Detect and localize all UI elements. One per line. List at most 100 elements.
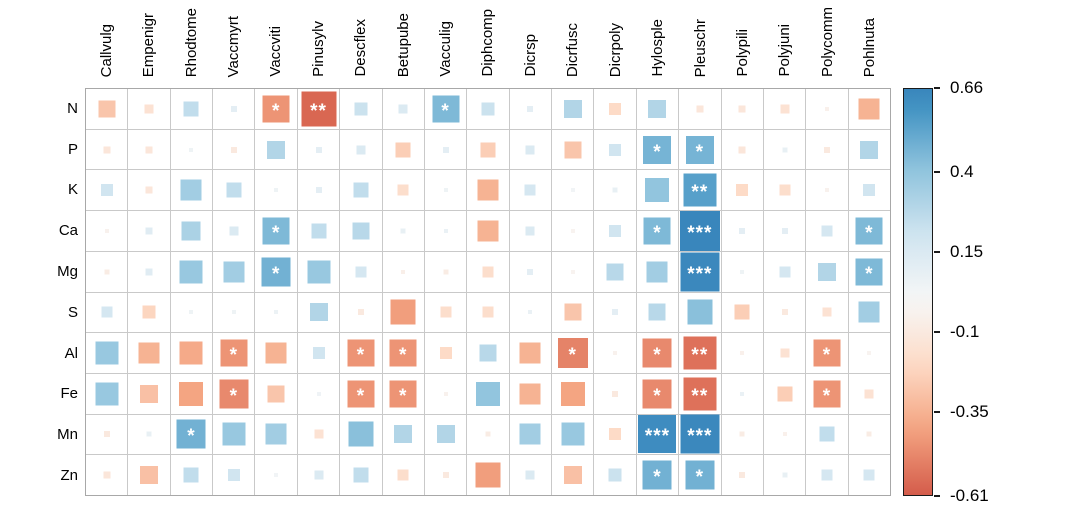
matrix-cell [340, 170, 382, 211]
column-label-slot: Callvulg [85, 0, 127, 82]
matrix-cell: *** [679, 251, 721, 292]
matrix-cell: * [255, 211, 297, 251]
matrix-cell: * [636, 333, 679, 373]
matrix-cell: ** [679, 333, 721, 373]
matrix-cell: * [636, 455, 679, 495]
correlation-square [855, 258, 883, 286]
significance-stars: ** [691, 385, 709, 407]
matrix-cell [509, 89, 552, 129]
column-label: Dicrfusc [564, 22, 582, 77]
correlation-square [740, 269, 745, 274]
matrix-cell [340, 292, 382, 333]
matrix-cell [382, 292, 424, 333]
matrix-cell [255, 373, 297, 414]
correlation-square [348, 421, 374, 447]
correlation-square [315, 146, 322, 153]
significance-stars: * [822, 345, 832, 367]
matrix-cell [128, 170, 170, 211]
matrix-cell [467, 373, 509, 414]
correlation-square [609, 102, 622, 115]
column-label-slot: Pleuschr [679, 0, 721, 82]
correlation-square [265, 423, 287, 445]
correlation-square [780, 104, 790, 114]
column-labels: Callvulg Empenigr Rhodtome Vaccmyrt Vaccviti… [85, 0, 891, 82]
correlation-square [477, 220, 499, 242]
correlation-square [347, 380, 375, 408]
correlation-square [866, 431, 872, 437]
matrix-cell [128, 211, 170, 251]
significance-stars: * [229, 345, 238, 367]
correlation-square [696, 105, 704, 113]
matrix-cell [170, 89, 213, 129]
matrix-cell [763, 373, 806, 414]
correlation-square [563, 99, 582, 118]
correlation-square [100, 184, 113, 197]
column-label: Diphcomp [479, 9, 497, 77]
matrix-cell [170, 129, 213, 170]
matrix-cell [297, 251, 340, 292]
correlation-square [262, 217, 290, 245]
matrix-cell [467, 170, 509, 211]
correlation-square [274, 188, 279, 193]
correlation-square [563, 466, 582, 485]
matrix-cell [170, 251, 213, 292]
correlation-square [222, 422, 246, 446]
correlation-square [231, 310, 236, 315]
correlation-square [685, 135, 714, 164]
correlation-square [179, 341, 203, 365]
column-label: Pohlnuta [861, 17, 879, 77]
correlation-square [140, 384, 159, 403]
matrix-cell [340, 211, 382, 251]
matrix-cell [763, 455, 806, 495]
matrix-cell [806, 89, 848, 129]
matrix-cell [509, 170, 552, 211]
correlation-square [646, 261, 668, 283]
matrix-cell [340, 129, 382, 170]
significance-stars: * [822, 385, 832, 407]
correlation-square [648, 303, 666, 321]
colorbar-tick-label: -0.61 [950, 486, 989, 505]
correlation-square [400, 228, 406, 234]
correlation-square [782, 147, 788, 153]
row-label: Al [64, 344, 78, 362]
matrix-cell [467, 292, 509, 333]
matrix-cell: * [636, 211, 679, 251]
matrix-cell [86, 211, 128, 251]
correlation-square [867, 351, 872, 356]
matrix-cell [636, 170, 679, 211]
column-label-slot: Vaccmyrt [212, 0, 254, 82]
correlation-square [858, 98, 880, 120]
row-label: N [67, 99, 78, 117]
matrix-cell [213, 211, 255, 251]
correlation-square [740, 391, 745, 396]
column-label: Vaccmyrt [224, 15, 242, 77]
colorbar-tick-label: -0.35 [950, 402, 989, 422]
correlation-square [353, 467, 369, 483]
correlation-square [739, 431, 745, 437]
matrix-cell: * [636, 373, 679, 414]
correlation-square [822, 307, 832, 317]
row-label: Mg [57, 263, 78, 281]
matrix-cell: * [806, 333, 848, 373]
correlation-square [864, 389, 874, 399]
matrix-cell [424, 292, 467, 333]
correlation-square [643, 135, 672, 164]
correlation-square [103, 471, 111, 479]
correlation-square [95, 341, 119, 365]
column-label-slot: Polycomm [806, 0, 848, 82]
matrix-cell [594, 129, 636, 170]
matrix-cell [170, 211, 213, 251]
significance-stars: * [653, 223, 662, 245]
correlation-square [779, 184, 791, 196]
matrix-cell [128, 455, 170, 495]
correlation-square [525, 145, 535, 155]
matrix-cell: * [424, 89, 467, 129]
correlation-square [181, 221, 201, 241]
matrix-cell [382, 251, 424, 292]
matrix-cell [552, 414, 594, 455]
correlation-square [145, 227, 153, 235]
correlation-square [557, 338, 588, 369]
correlation-square [612, 187, 618, 193]
correlation-square [104, 269, 110, 275]
